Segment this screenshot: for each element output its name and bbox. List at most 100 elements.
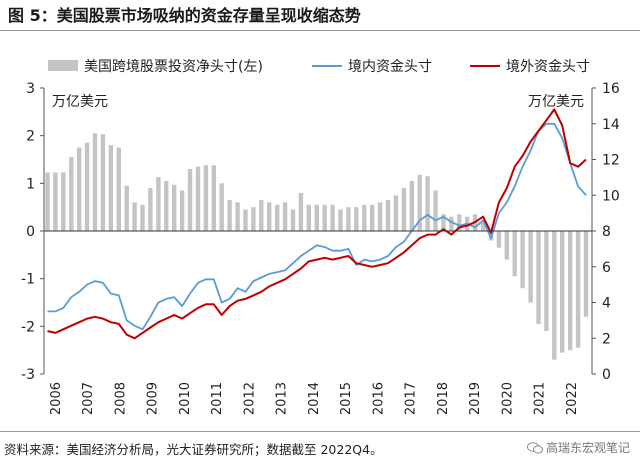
x-tick-label: 2008 bbox=[114, 382, 129, 415]
watermark-text: 高瑞东宏观笔记 bbox=[545, 441, 630, 455]
net-position-bar bbox=[195, 166, 201, 231]
net-position-bar bbox=[290, 209, 296, 231]
net-position-bar bbox=[354, 207, 359, 231]
title-divider bbox=[0, 30, 640, 31]
net-position-bar bbox=[187, 169, 193, 231]
legend-outward-label: 境外资金头寸 bbox=[506, 59, 590, 75]
net-position-bar bbox=[441, 214, 446, 231]
x-tick-label: 2011 bbox=[210, 382, 225, 415]
net-position-bar bbox=[108, 145, 114, 231]
left-tick-label: -2 bbox=[21, 319, 35, 335]
net-position-bar bbox=[330, 204, 335, 231]
right-tick-label: 6 bbox=[602, 260, 611, 276]
x-tick-label: 2006 bbox=[49, 382, 64, 415]
x-tick-label: 2022 bbox=[565, 382, 580, 415]
net-position-bar bbox=[393, 195, 399, 232]
net-position-bar bbox=[314, 204, 319, 231]
net-position-bar bbox=[92, 133, 98, 231]
left-unit-label: 万亿美元 bbox=[52, 94, 108, 110]
net-position-bar bbox=[259, 200, 264, 231]
right-unit-label: 万亿美元 bbox=[528, 94, 584, 110]
net-position-bar bbox=[544, 231, 549, 332]
net-position-bar bbox=[282, 202, 288, 231]
x-tick-label: 2018 bbox=[436, 382, 451, 415]
x-tick-label: 2013 bbox=[275, 382, 290, 415]
left-tick-label: -3 bbox=[21, 367, 35, 383]
x-tick-label: 2021 bbox=[533, 382, 548, 415]
net-position-bar bbox=[227, 200, 232, 231]
net-position-bar bbox=[100, 134, 106, 231]
net-position-bar bbox=[275, 204, 280, 231]
legend-inward-label: 境内资金头寸 bbox=[348, 59, 432, 75]
right-tick-label: 0 bbox=[602, 367, 611, 383]
right-tick-label: 2 bbox=[602, 331, 611, 347]
net-position-bar bbox=[504, 231, 509, 260]
net-position-bar bbox=[116, 147, 121, 231]
watermark: 高瑞东宏观笔记 bbox=[526, 439, 630, 456]
left-tick-label: -1 bbox=[21, 272, 35, 288]
right-tick-label: 10 bbox=[602, 188, 620, 204]
right-tick-label: 4 bbox=[602, 296, 611, 312]
net-position-bar bbox=[322, 204, 327, 231]
right-tick-label: 14 bbox=[602, 117, 620, 133]
right-tick-label: 12 bbox=[602, 153, 620, 169]
net-position-bar bbox=[457, 214, 462, 231]
net-position-bar bbox=[536, 231, 541, 324]
x-tick-label: 2017 bbox=[404, 382, 419, 415]
net-position-bar bbox=[298, 192, 304, 231]
net-position-bar bbox=[45, 172, 50, 231]
net-position-bar bbox=[409, 181, 414, 231]
net-position-bar bbox=[575, 231, 581, 348]
net-position-bar bbox=[156, 177, 161, 231]
net-position-bar bbox=[449, 216, 454, 231]
legend-bar-label: 美国跨境股票投资净头寸(左) bbox=[84, 59, 263, 75]
net-position-bar bbox=[69, 157, 74, 231]
net-position-bar bbox=[140, 204, 145, 231]
x-tick-label: 2012 bbox=[242, 382, 257, 415]
net-position-bar bbox=[211, 165, 216, 231]
left-tick-label: 0 bbox=[26, 224, 35, 240]
net-position-bar bbox=[401, 188, 407, 231]
x-tick-label: 2019 bbox=[468, 382, 483, 415]
net-position-bar bbox=[77, 147, 82, 231]
net-position-bar bbox=[84, 142, 90, 231]
net-position-bar bbox=[219, 183, 224, 231]
net-position-bar bbox=[480, 221, 486, 231]
left-tick-label: 2 bbox=[26, 129, 35, 145]
net-position-bar bbox=[179, 190, 185, 231]
net-position-bar bbox=[520, 231, 525, 289]
wechat-icon bbox=[526, 442, 543, 454]
net-position-bar bbox=[377, 202, 383, 231]
inward-position-line bbox=[47, 122, 587, 331]
net-position-bar bbox=[267, 202, 272, 231]
net-position-bar bbox=[124, 185, 129, 231]
net-position-bar bbox=[512, 231, 517, 277]
source-divider bbox=[0, 431, 640, 432]
x-tick-label: 2015 bbox=[339, 382, 354, 415]
left-tick-label: 1 bbox=[26, 176, 35, 192]
net-position-bar bbox=[370, 204, 375, 231]
net-position-bar bbox=[306, 204, 311, 231]
net-position-bar bbox=[203, 165, 209, 231]
x-tick-label: 2016 bbox=[371, 382, 386, 415]
outward-position-line bbox=[47, 108, 587, 340]
net-position-bar bbox=[568, 231, 573, 351]
net-position-bar bbox=[362, 204, 367, 231]
net-position-bar bbox=[132, 202, 137, 231]
net-position-bar bbox=[243, 209, 248, 231]
net-position-bar bbox=[552, 231, 557, 360]
x-tick-label: 2010 bbox=[178, 382, 193, 415]
net-position-bar bbox=[417, 174, 422, 231]
right-tick-label: 8 bbox=[602, 224, 611, 240]
net-position-bar bbox=[346, 207, 351, 231]
net-position-bar bbox=[560, 231, 565, 353]
net-position-bar bbox=[164, 181, 169, 231]
net-position-bar bbox=[53, 172, 58, 231]
net-position-bar bbox=[528, 231, 533, 303]
net-position-bar bbox=[496, 231, 502, 248]
net-position-bar bbox=[583, 231, 589, 317]
net-position-bar bbox=[251, 207, 256, 231]
right-tick-label: 16 bbox=[602, 81, 620, 97]
net-position-bar bbox=[385, 200, 391, 231]
